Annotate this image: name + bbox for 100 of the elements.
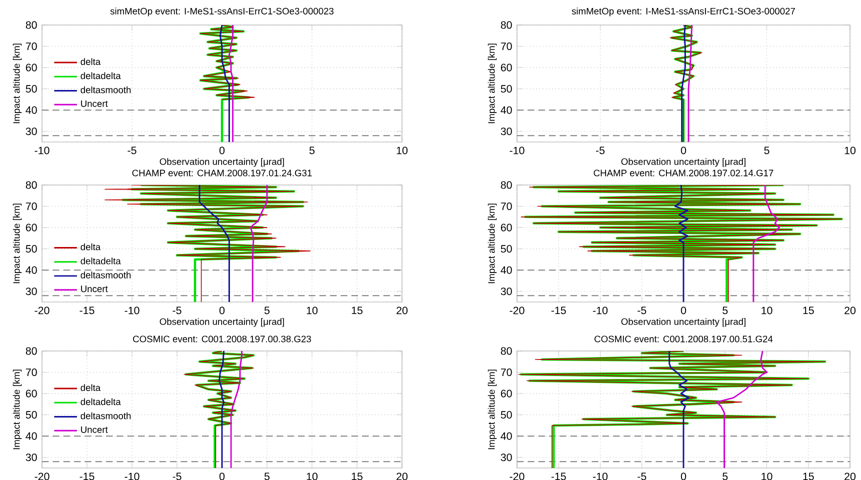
y-axis-title: Impact altitude [km]: [12, 204, 22, 284]
y-tick-label: 30: [500, 128, 512, 136]
x-tick-label: -20: [510, 472, 524, 480]
line-series: [752, 185, 780, 302]
line-series: [250, 185, 268, 302]
x-tick-label: -10: [34, 146, 50, 154]
y-tick-label: 50: [26, 245, 37, 253]
legend-label: Uncert: [81, 286, 108, 292]
x-tick-label: 20: [844, 472, 856, 480]
y-tick-label: 60: [26, 224, 37, 232]
y-tick-label: 80: [500, 347, 512, 355]
line-series: [668, 351, 690, 468]
legend-label: deltadelta: [80, 257, 121, 264]
y-axis-title: Impact altitude [km]: [488, 44, 497, 124]
y-tick-label: 70: [500, 42, 512, 50]
y-tick-label: 30: [26, 128, 37, 136]
chart-title: simMetOp event: I-MeS1-ssAnsI-ErrC1-SOe3-000027: [572, 8, 795, 16]
y-tick-label: 30: [26, 454, 37, 462]
y-axis-title: Impact altitude [km]: [12, 44, 22, 124]
y-tick-label: 80: [26, 21, 37, 29]
x-axis-title: Observation uncertainty [μrad]: [160, 158, 284, 167]
legend-label: deltadelta: [80, 398, 121, 406]
x-tick-label: -10: [593, 306, 608, 314]
legend-label: Uncert: [81, 100, 108, 107]
chart-title: CHAMP event: CHAM.2008.197.02.14.G17: [594, 170, 774, 176]
y-tick-label: 40: [500, 432, 512, 440]
x-tick-label: 5: [722, 472, 728, 480]
y-tick-label: 30: [26, 288, 37, 296]
x-tick-label: -10: [510, 146, 524, 154]
y-tick-label: 60: [500, 64, 512, 72]
x-tick-label: 15: [352, 472, 362, 480]
x-axis-title: Observation uncertainty [μrad]: [621, 158, 746, 167]
y-tick-label: 60: [500, 224, 512, 232]
x-tick-label: -20: [34, 472, 50, 480]
x-tick-label: 0: [680, 306, 686, 314]
y-tick-label: 50: [500, 85, 512, 93]
x-tick-label: -5: [638, 472, 646, 480]
x-tick-label: -15: [80, 472, 94, 480]
x-tick-label: 20: [844, 306, 856, 314]
line-series: [230, 351, 243, 468]
line-series: [228, 25, 234, 142]
y-tick-label: 70: [26, 368, 37, 376]
legend-label: delta: [80, 243, 101, 250]
x-tick-label: 10: [306, 472, 318, 480]
x-tick-label: -20: [510, 306, 524, 314]
chart-title: CHAMP event: CHAM.2008.197.01.24.G31: [132, 170, 312, 176]
y-tick-label: 40: [26, 106, 37, 114]
line-series: [674, 185, 688, 302]
y-tick-label: 80: [500, 21, 512, 29]
line-series: [200, 25, 255, 100]
legend-label: deltadelta: [80, 72, 121, 80]
x-tick-label: -15: [551, 472, 566, 480]
x-tick-label: 0: [219, 306, 225, 314]
y-tick-label: 70: [26, 202, 37, 210]
y-tick-label: 30: [500, 288, 512, 296]
y-tick-label: 50: [500, 411, 512, 419]
y-axis-title: Impact altitude [km]: [488, 370, 497, 450]
x-tick-label: -5: [596, 146, 605, 154]
line-series: [198, 185, 230, 302]
x-axis-title: Observation uncertainty [μrad]: [621, 318, 746, 327]
x-tick-label: -10: [124, 306, 140, 314]
legend-label: deltasmooth: [80, 86, 131, 94]
x-tick-label: -10: [124, 472, 140, 480]
x-tick-label: 5: [309, 146, 315, 154]
x-tick-label: 5: [722, 306, 728, 314]
legend-label: deltasmooth: [80, 272, 131, 278]
y-tick-label: 70: [500, 368, 512, 376]
x-tick-label: -15: [80, 306, 94, 314]
y-tick-label: 50: [500, 245, 512, 253]
line-series: [219, 25, 230, 142]
y-tick-label: 60: [26, 390, 37, 398]
line-series: [218, 351, 225, 468]
x-tick-label: 15: [803, 472, 814, 480]
x-tick-label: -5: [128, 146, 136, 154]
x-tick-label: 10: [306, 306, 318, 314]
chart-title: COSMIC event: C001.2008.197.00.51.G24: [594, 336, 773, 342]
legend-label: delta: [80, 384, 101, 391]
y-tick-label: 70: [500, 202, 512, 210]
x-tick-label: -20: [34, 306, 50, 314]
x-tick-label: -15: [551, 306, 566, 314]
x-tick-label: 10: [762, 472, 772, 480]
x-tick-label: 15: [352, 306, 362, 314]
x-tick-label: 20: [396, 306, 408, 314]
y-tick-label: 50: [26, 85, 37, 93]
y-tick-label: 80: [500, 181, 512, 189]
x-tick-label: -5: [172, 306, 182, 314]
x-tick-label: 0: [219, 472, 225, 480]
chart-title: simMetOp event: I-MeS1-ssAnsI-ErrC1-SOe3-000023: [110, 8, 334, 16]
x-axis-title: Observation uncertainty [μrad]: [160, 318, 284, 327]
x-tick-label: 15: [803, 306, 814, 314]
y-tick-label: 60: [26, 64, 37, 72]
y-axis-title: Impact altitude [km]: [488, 204, 497, 284]
x-tick-label: 10: [396, 146, 408, 154]
x-tick-label: 0: [219, 146, 225, 154]
x-tick-label: 20: [396, 472, 408, 480]
chart-title: COSMIC event: C001.2008.197.00.38.G23: [133, 336, 311, 342]
x-tick-label: 5: [264, 306, 270, 314]
y-tick-label: 30: [500, 454, 512, 462]
x-tick-label: 0: [680, 472, 686, 480]
x-tick-label: -5: [638, 306, 646, 314]
